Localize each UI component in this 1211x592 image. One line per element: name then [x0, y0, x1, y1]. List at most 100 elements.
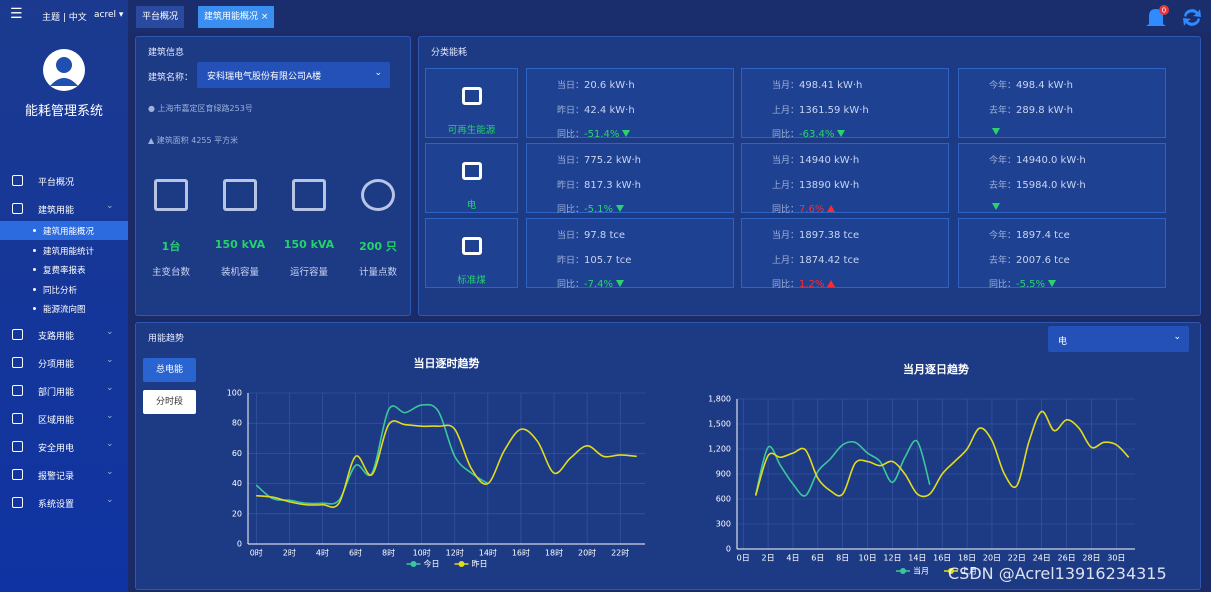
submenu-item[interactable]: 能源流向图 [0, 299, 128, 318]
menu-item[interactable]: 报警记录 ⌄ [0, 461, 128, 489]
user[interactable]: acrel ▾ [94, 10, 124, 20]
ratio-label: 同比： [772, 205, 800, 215]
a-value: 14940 kW·h [799, 155, 860, 166]
chevron: ⌄ [106, 354, 114, 365]
series-line [256, 420, 637, 508]
tab[interactable]: 建筑用能概况 × [198, 6, 275, 28]
y-tick-label: 300 [716, 520, 731, 529]
menu-icon [12, 412, 23, 424]
button[interactable]: 总电能 [143, 358, 196, 382]
x-tick-label: 20时 [578, 548, 596, 558]
panel-title: 建筑信息 [148, 48, 185, 58]
x-tick-label: 10时 [413, 548, 431, 558]
trend-arrow [1048, 280, 1057, 287]
chart-title: 当月逐日趋势 [903, 362, 969, 376]
energy-select[interactable]: 电 ⌄ [1048, 326, 1189, 352]
trend-arrow [616, 205, 625, 212]
menu-item[interactable]: 平台概况 [0, 167, 128, 195]
a-label: 当月： [772, 231, 800, 241]
energy-panel: 分类能耗 可再生能源 当日：20.6 kW·h 昨日：42.4 kW·h 同比：-51… [418, 36, 1201, 316]
x-tick-label: 16日 [933, 554, 951, 563]
tab[interactable]: 平台概况 [136, 6, 185, 28]
theme-lang[interactable]: 主题 | 中文 [42, 13, 87, 23]
legend-marker [458, 561, 465, 567]
y-tick-label: 80 [232, 419, 242, 428]
menu-item[interactable]: 部门用能 ⌄ [0, 377, 128, 405]
x-tick-label: 6时 [349, 548, 362, 558]
stat-line: 当月：498.41 kW·h [772, 78, 862, 91]
submenu-item[interactable]: 复费率报表 [0, 260, 128, 279]
refresh[interactable] [1183, 9, 1201, 26]
x-tick-label: 8时 [382, 548, 395, 558]
x-tick-label: 28日 [1082, 554, 1100, 563]
building-name: 安科瑞电气股份有限公司A楼 [207, 72, 322, 82]
b-label: 去年： [989, 181, 1017, 191]
avatar [43, 49, 85, 91]
b-label: 昨日： [557, 181, 585, 191]
chart-title: 当日逐时趋势 [414, 356, 480, 370]
x-tick-label: 30日 [1107, 554, 1125, 563]
menu-toggle[interactable]: ☰ [10, 6, 23, 22]
x-tick-label: 12时 [446, 548, 464, 558]
b-label: 去年： [989, 256, 1017, 266]
stat-line: 当月：1897.38 tce [772, 228, 859, 241]
y-tick-label: 1,500 [708, 420, 731, 429]
chevron: ⌄ [106, 326, 114, 337]
watermark: CSDN @Acrel13916234315 [948, 564, 1167, 583]
x-tick-label: 26日 [1058, 554, 1076, 563]
stat-line: 上月：1361.59 kW·h [772, 103, 869, 116]
stat-line: 去年：289.8 kW·h [989, 103, 1073, 116]
trend-arrow [992, 128, 1000, 135]
legend-label: 昨日 [472, 559, 488, 569]
stat-label: 计量点数 [358, 267, 397, 278]
menu-item[interactable]: 支路用能 ⌄ [0, 321, 128, 349]
x-tick-label: 2时 [283, 548, 296, 558]
building-select[interactable]: 安科瑞电气股份有限公司A楼 ⌄ [197, 62, 390, 88]
sidebar: ☰ 主题 | 中文 acrel ▾ 能耗管理系统 平台概况 建筑用能 ⌄ 建筑用能概况… [0, 0, 128, 592]
stat-cell: 当月：1897.38 tce 上月：1874.42 tce 同比：1.2% [741, 218, 949, 290]
badge: 0 [1162, 7, 1166, 15]
ratio-line [989, 202, 1000, 213]
submenu-label: 建筑用能统计 [43, 246, 95, 257]
b-value: 1874.42 tce [799, 255, 860, 266]
menu-item[interactable]: 建筑用能 ⌄ [0, 195, 128, 223]
chevron: ⌄ [106, 201, 114, 211]
stat-icon [361, 179, 395, 211]
menu-item[interactable]: 系统设置 ⌄ [0, 489, 128, 517]
ratio-value: -51.4% [584, 129, 620, 140]
menu-item[interactable]: 安全用电 ⌄ [0, 433, 128, 461]
ratio-value: -7.4% [584, 279, 614, 290]
stat-cell: 当月：14940 kW·h 上月：13890 kW·h 同比：7.6% [741, 143, 949, 215]
b-value: 1361.59 kW·h [799, 105, 869, 116]
x-tick-label: 8日 [836, 554, 849, 563]
bullet [33, 248, 36, 252]
menu-item[interactable]: 分项用能 ⌄ [0, 349, 128, 377]
stat-value: 150 kVA [214, 238, 266, 251]
x-tick-label: 4日 [786, 554, 799, 563]
y-tick-label: 60 [232, 449, 242, 458]
submenu-item[interactable]: 同比分析 [0, 280, 128, 299]
b-value: 2007.6 tce [1016, 255, 1070, 266]
stat-line: 当月：14940 kW·h [772, 153, 859, 166]
button[interactable]: 分时段 [143, 390, 196, 414]
trend-panel: 用能趋势 总电能 分时段 电 ⌄ [135, 322, 1201, 590]
menu-icon [12, 496, 23, 508]
b-value: 105.7 tce [584, 255, 632, 266]
stat-icon [292, 179, 326, 211]
menu-label: 支路用能 [38, 331, 75, 342]
submenu-item[interactable]: 建筑用能统计 [0, 241, 128, 260]
toolbar-icons: 0 [1146, 5, 1201, 26]
menu-item[interactable]: 区域用能 ⌄ [0, 405, 128, 433]
a-value: 498.41 kW·h [799, 80, 863, 91]
bullet [33, 268, 36, 271]
x-tick-label: 14时 [479, 548, 497, 558]
stat-label: 装机容量 [220, 267, 259, 278]
a-value: 1897.38 tce [799, 230, 860, 241]
menu-icon [12, 356, 23, 368]
y-tick-label: 900 [716, 470, 731, 479]
stat-cell: 今年：14940.0 kW·h 去年：15984.0 kW·h [958, 143, 1166, 213]
submenu-item[interactable]: 建筑用能概况 [0, 221, 128, 240]
tab-label: 平台概况 [142, 12, 179, 22]
x-tick-label: 6日 [811, 554, 824, 563]
stat-cell: 当日：775.2 kW·h 昨日：817.3 kW·h 同比：-5.1% [526, 143, 734, 215]
